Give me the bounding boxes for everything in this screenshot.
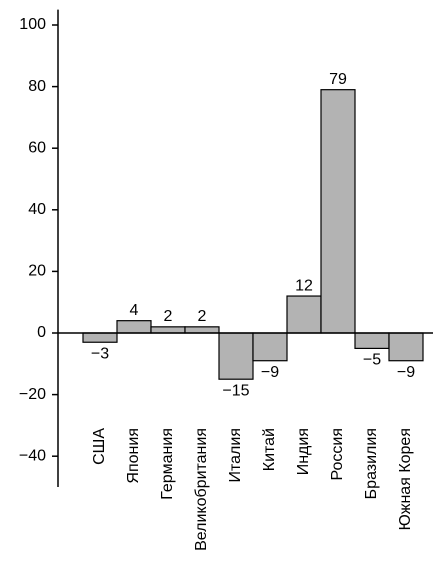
value-label: −9 xyxy=(261,364,279,381)
bar xyxy=(116,320,152,334)
x-tick-label: Индия xyxy=(295,428,312,475)
value-label: 79 xyxy=(329,71,347,88)
value-label: 4 xyxy=(130,302,139,319)
bar xyxy=(252,332,288,362)
value-label: −9 xyxy=(397,364,415,381)
x-tick-label: Италия xyxy=(227,428,244,482)
value-label: −15 xyxy=(222,382,249,399)
y-tick-label: −40 xyxy=(19,447,46,464)
y-tick-label: 80 xyxy=(28,78,46,95)
bar xyxy=(320,89,356,334)
x-tick-label: Великобритания xyxy=(193,428,210,551)
bar xyxy=(150,326,186,334)
value-label: −3 xyxy=(91,345,109,362)
bar xyxy=(184,326,220,334)
bar xyxy=(354,332,390,349)
value-label: 12 xyxy=(295,277,313,294)
x-tick-label: Германия xyxy=(159,428,176,500)
x-tick-label: Япония xyxy=(125,428,142,484)
bar xyxy=(286,295,322,334)
bar xyxy=(218,332,254,380)
y-tick-label: −20 xyxy=(19,386,46,403)
y-tick-label: 60 xyxy=(28,139,46,156)
value-label: 2 xyxy=(198,308,207,325)
y-tick-label: 20 xyxy=(28,263,46,280)
value-label: 2 xyxy=(164,308,173,325)
y-tick-label: 0 xyxy=(37,324,46,341)
y-tick-label: 100 xyxy=(19,16,46,33)
value-label: −5 xyxy=(363,352,381,369)
x-tick-label: Россия xyxy=(329,428,346,480)
x-tick-label: Южная Корея xyxy=(397,428,414,530)
x-tick-label: Китай xyxy=(261,428,278,471)
x-tick-label: Бразилия xyxy=(363,428,380,499)
bar xyxy=(82,332,118,343)
bar xyxy=(388,332,424,362)
y-tick-label: 40 xyxy=(28,201,46,218)
x-tick-label: США xyxy=(91,428,108,465)
